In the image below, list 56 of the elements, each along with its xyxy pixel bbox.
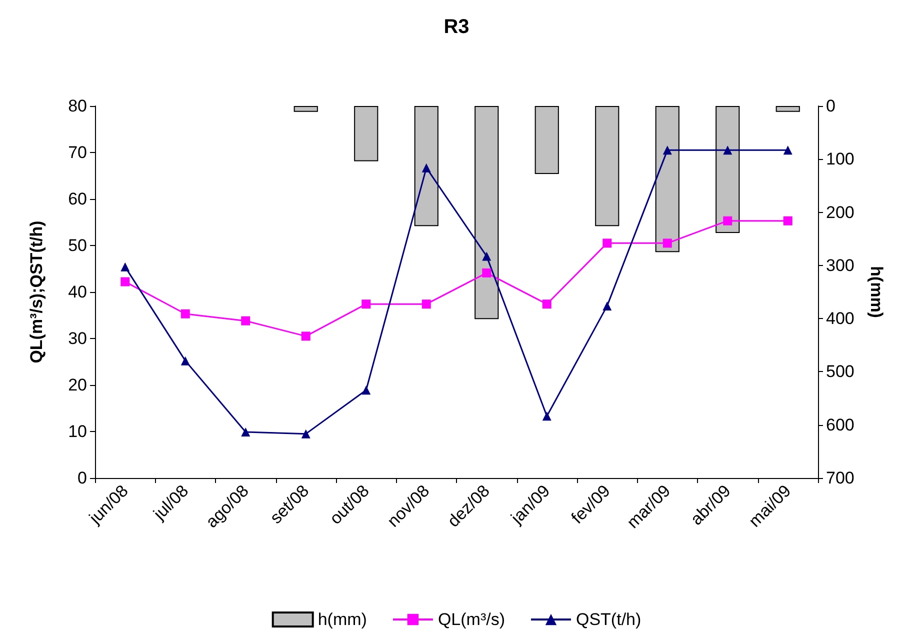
point [362,386,371,395]
bar [294,106,318,112]
y-tick-label: 40 [68,282,87,302]
y2-tick-label: 400 [826,309,854,328]
point [241,316,250,326]
point [180,356,190,366]
point [662,238,672,248]
bar [354,106,378,162]
bar [414,106,438,226]
point [362,300,371,309]
y-tick-label: 20 [68,376,87,394]
y2-tick-label: 500 [826,362,854,382]
y2-tick-label: 600 [826,415,854,434]
bar [716,106,740,234]
y-tick-label: 50 [68,236,87,255]
y-tick-label: 0 [78,468,87,488]
point [723,146,732,155]
point [482,268,492,278]
y2-tick-label: 700 [826,468,854,488]
point [422,163,431,172]
point [662,146,672,155]
point [482,252,492,261]
point [723,216,732,226]
bar [534,106,559,174]
y-tick-label: 30 [68,329,87,348]
point [542,300,552,309]
y-tick-label: 60 [68,190,87,208]
legend-label: QL(m³/s) [438,610,505,629]
point [602,238,612,248]
point [241,427,250,436]
point [120,277,130,286]
y2-tick-label: 200 [826,202,854,222]
point [783,216,792,226]
y-axis-title: QL(m³/s);QST(t/h) [27,220,46,364]
chart-title: R3 [444,16,470,38]
y2-tick-label: 100 [826,150,854,169]
y-tick-label: 70 [68,143,87,162]
point [180,309,190,318]
point [120,262,130,272]
y2-axis-title: h(mm) [867,266,886,318]
y2-tick-label: 0 [826,96,836,116]
legend-label: h(mm) [318,610,367,629]
point [422,300,431,309]
y2-tick-label: 300 [826,256,854,275]
point [301,429,310,438]
point [301,332,310,341]
point [783,146,792,155]
point [602,301,612,310]
bar [595,106,620,226]
point [542,412,552,421]
legend-label: QST(t/h) [576,610,642,629]
y-tick-label: 80 [68,96,87,116]
bar [655,106,680,252]
bar [474,106,499,320]
y-tick-label: 10 [68,422,87,441]
bar [776,106,800,112]
